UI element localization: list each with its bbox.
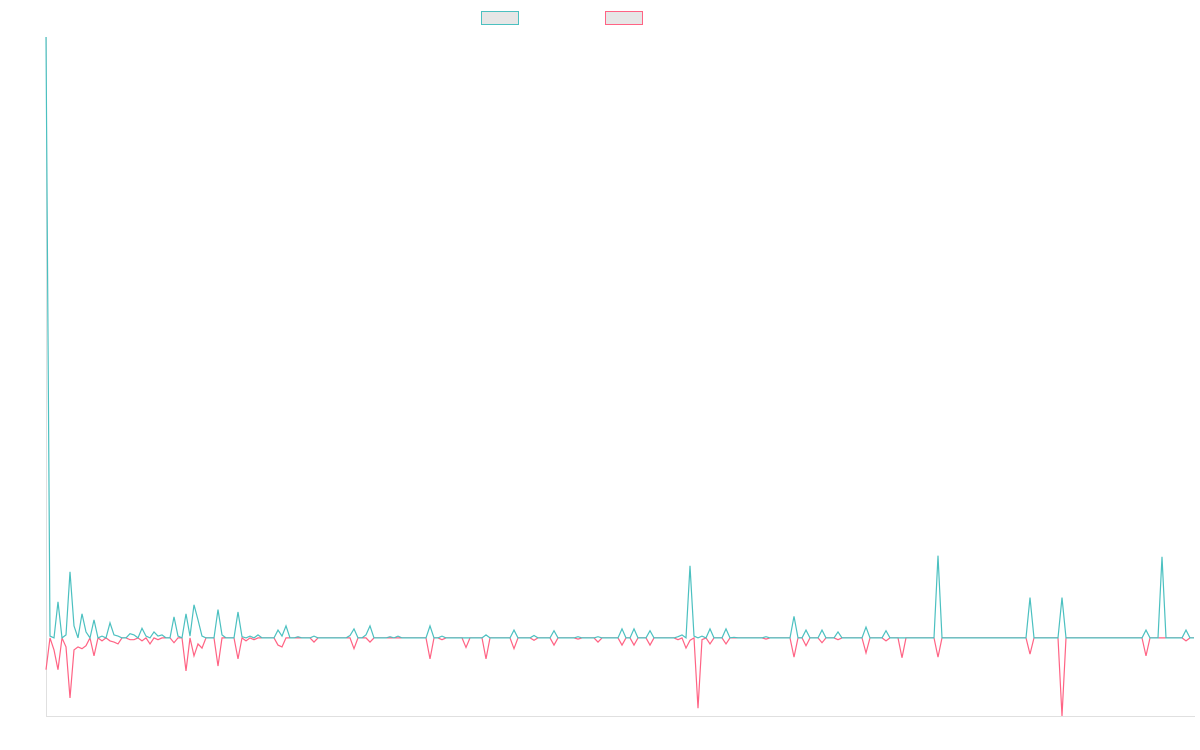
series-line-1 <box>45 36 1194 640</box>
series-layer <box>45 36 1194 717</box>
legend-item-series-2[interactable] <box>605 10 649 26</box>
series-1 <box>45 36 1194 640</box>
legend-swatch-series-2 <box>605 11 643 25</box>
legend-item-series-1[interactable] <box>481 10 525 26</box>
series-2 <box>45 635 1194 717</box>
series-line-2 <box>45 635 1194 717</box>
legend-swatch-series-1 <box>481 11 519 25</box>
